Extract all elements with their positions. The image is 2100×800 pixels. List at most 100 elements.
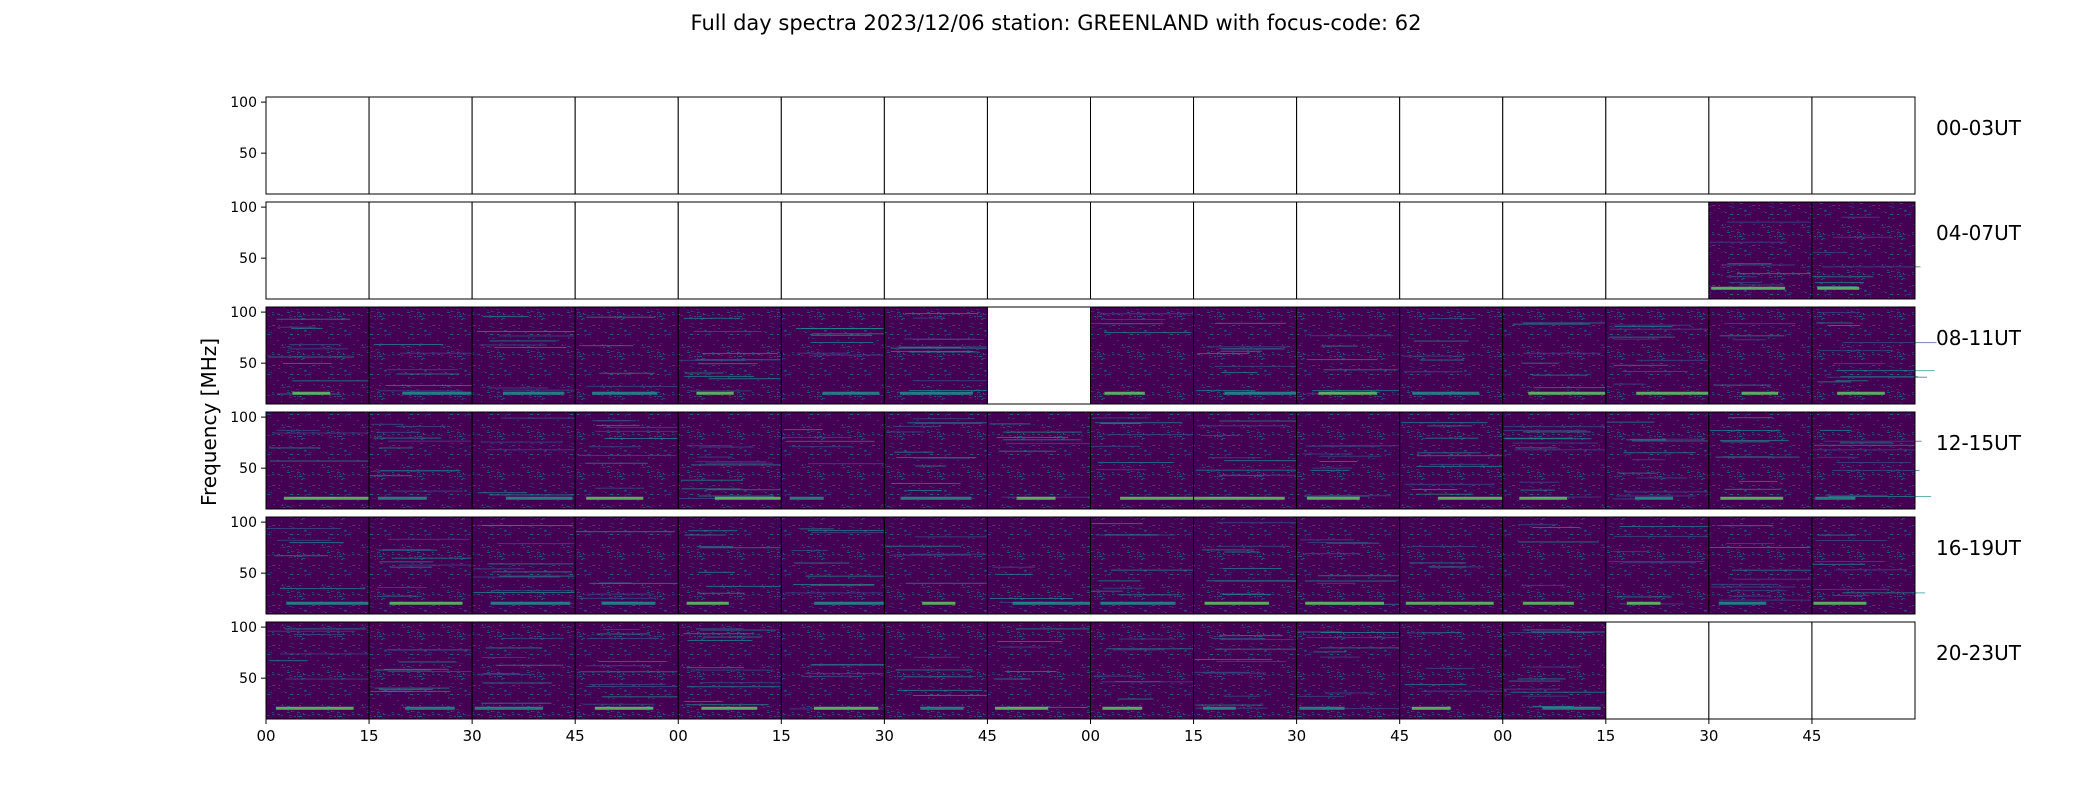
spectrum-panel	[1193, 516, 1317, 615]
y-tick-label: 100	[230, 305, 257, 321]
spectrum-panel	[265, 201, 370, 300]
spectrum-panel	[1296, 411, 1420, 510]
spectrum-panel	[1811, 516, 1926, 615]
x-tick-label: 15	[772, 727, 791, 745]
spectrum-panel	[1708, 201, 1825, 300]
spectrum-panel	[986, 516, 1101, 615]
spectrum-panel	[1708, 96, 1813, 195]
x-tick-label: 00	[1493, 727, 1512, 745]
spectrum-panel	[1605, 201, 1710, 300]
spectrum-panel	[1193, 96, 1298, 195]
spectrum-panel	[368, 411, 474, 510]
spectrum-panel	[1193, 201, 1298, 300]
spectrum-panel	[368, 306, 497, 405]
spectrum-panel	[1090, 411, 1211, 510]
spectrum-panel	[265, 306, 376, 405]
x-tick-label: 30	[463, 727, 482, 745]
spectrum-panel	[677, 411, 802, 510]
spectrum-panel	[1605, 516, 1715, 615]
spectrum-panel	[1399, 306, 1504, 405]
spectrum-panel	[1708, 411, 1813, 510]
spectrum-panel	[574, 516, 681, 615]
spectrum-panel	[883, 516, 1005, 615]
y-axis-label: Frequency [MHz]	[197, 338, 221, 506]
spectrum-panel	[1811, 621, 1916, 720]
spectrum-panel	[1708, 621, 1813, 720]
row-label: 12-15UT	[1936, 431, 2022, 455]
x-tick-label: 45	[978, 727, 997, 745]
x-tick-label: 45	[1802, 727, 1821, 745]
spectrum-panel	[1502, 516, 1607, 615]
y-tick-label: 100	[230, 410, 257, 426]
y-tick-label: 100	[230, 95, 257, 111]
chart-title: Full day spectra 2023/12/06 station: GRE…	[691, 11, 1422, 35]
spectrum-panel	[1090, 201, 1195, 300]
spectrum-panel	[1708, 306, 1813, 405]
spectrum-panel	[780, 621, 898, 720]
panel-row-12-15UT: 100 50 12-15UT	[230, 410, 2022, 510]
spectrum-panel	[1811, 201, 1921, 300]
spectrum-panel	[883, 96, 988, 195]
panel-row-00-03UT: 100 50 00-03UT	[230, 95, 2022, 195]
spectrum-panel	[677, 201, 782, 300]
spectrum-panel	[368, 96, 473, 195]
spectrum-panel	[1296, 96, 1401, 195]
spectrum-panel	[471, 621, 576, 720]
spectrum-panel	[677, 306, 809, 405]
spectrum-panel	[265, 411, 375, 510]
spectrum-panel	[1605, 621, 1710, 720]
spectrum-panel	[780, 411, 908, 510]
spectrum-panel	[1193, 306, 1317, 405]
spectrum-panel	[677, 621, 791, 720]
x-tick-label: 00	[256, 727, 275, 745]
row-label: 08-11UT	[1936, 326, 2022, 350]
spectrum-panel	[1502, 96, 1607, 195]
y-tick-label: 100	[230, 200, 257, 216]
y-tick-label: 100	[230, 515, 257, 531]
x-tick-label: 30	[875, 727, 894, 745]
spectrum-panel	[780, 96, 885, 195]
spectrum-panel	[1090, 516, 1206, 615]
spectrum-panel	[1811, 306, 1937, 405]
y-tick-label: 50	[239, 251, 257, 267]
panel-row-08-11UT: 100 50 08-11UT	[230, 305, 2022, 405]
panel-row-16-19UT: 100 50 16-19UT	[230, 515, 2022, 615]
y-tick-label: 50	[239, 671, 257, 687]
spectrum-panel	[986, 96, 1091, 195]
y-tick-label: 50	[239, 461, 257, 477]
spectrum-panel	[265, 621, 378, 720]
spectrum-panel	[265, 96, 370, 195]
row-label: 16-19UT	[1936, 536, 2022, 560]
y-tick-label: 50	[239, 146, 257, 162]
spectrum-panel	[1193, 621, 1303, 720]
spectrum-panel	[780, 201, 885, 300]
row-label: 20-23UT	[1936, 641, 2022, 665]
spectrum-panel	[1399, 621, 1522, 720]
spectrum-panel	[1193, 411, 1320, 510]
spectrum-panel	[1399, 96, 1504, 195]
spectrum-panel	[574, 411, 695, 510]
spectrum-panel	[1502, 411, 1612, 510]
x-tick-label: 00	[669, 727, 688, 745]
spectrum-panel	[1296, 621, 1422, 720]
spectrum-panel	[574, 621, 701, 720]
spectrum-panel	[1605, 411, 1724, 510]
spectrum-panel	[471, 306, 599, 405]
spectrum-panel	[1502, 621, 1620, 720]
spectrum-panel	[1090, 621, 1204, 720]
spectrum-panel	[677, 516, 802, 615]
spectrum-panel	[986, 411, 1100, 510]
spectrum-panel	[265, 516, 375, 615]
spectrum-panel	[1090, 306, 1202, 405]
y-tick-label: 50	[239, 356, 257, 372]
x-axis-ticks: 00 15 30 45 00 15 30 45 00 15 30 45 00 15 30 45	[256, 719, 1821, 745]
spectrum-panel	[883, 306, 1006, 405]
spectrum-panel	[1399, 516, 1504, 615]
spectrum-panel	[986, 306, 1091, 405]
x-tick-label: 15	[1596, 727, 1615, 745]
y-tick-label: 100	[230, 620, 257, 636]
spectrum-panel	[368, 621, 490, 720]
spectrum-panel	[574, 96, 679, 195]
spectrum-panel	[883, 411, 1009, 510]
